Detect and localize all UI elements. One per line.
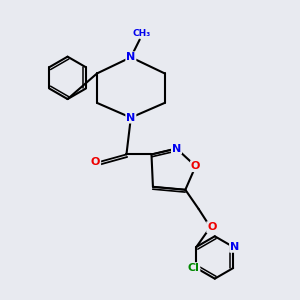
Text: O: O	[207, 222, 217, 232]
Text: N: N	[230, 242, 239, 252]
Text: N: N	[126, 112, 136, 123]
Text: O: O	[91, 157, 100, 167]
Text: Cl: Cl	[188, 263, 200, 273]
Text: O: O	[191, 161, 200, 171]
Text: CH₃: CH₃	[132, 28, 150, 38]
Text: N: N	[172, 143, 181, 154]
Text: N: N	[126, 52, 136, 62]
